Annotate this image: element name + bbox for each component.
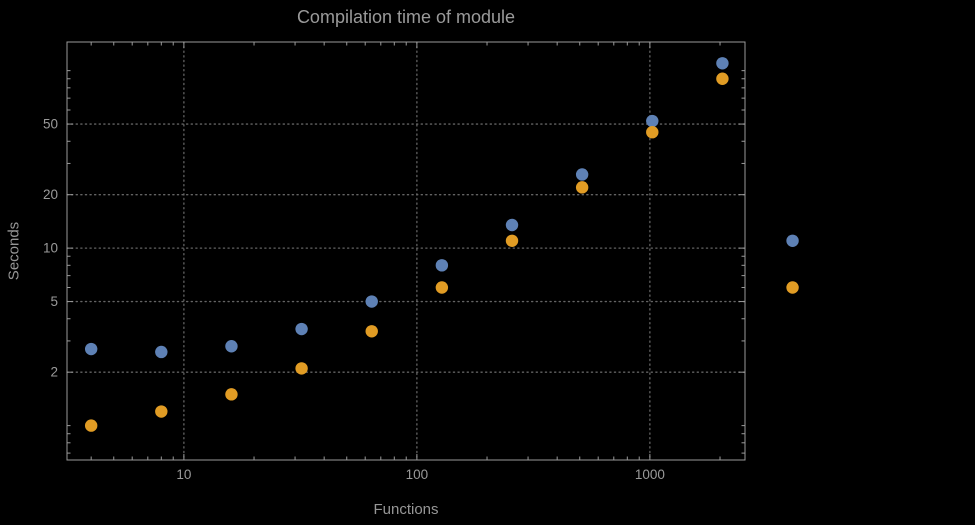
blue-series-point [155, 345, 168, 359]
y-tick-label: 2 [50, 365, 58, 380]
chart-title: Compilation time of module [296, 7, 516, 27]
blue-series-point [575, 168, 589, 181]
orange-series-point [435, 281, 449, 294]
x-tick-label: 100 [406, 467, 429, 482]
orange-series-point [505, 234, 519, 247]
orange-series-point [295, 362, 308, 375]
blue-series-point [365, 295, 378, 308]
blue-series-point [295, 322, 308, 336]
blue-series-point [716, 57, 729, 70]
orange-series-point [84, 419, 98, 432]
y-tick-label: 10 [43, 241, 58, 256]
blue-series-point [786, 234, 799, 247]
orange-series-point [225, 388, 238, 401]
y-tick-label: 20 [43, 187, 58, 202]
x-tick-label: 10 [176, 467, 191, 482]
blue-series-point [84, 342, 98, 356]
blue-series-point [646, 114, 659, 128]
blue-series-point [435, 259, 449, 272]
orange-series-point [365, 325, 378, 338]
orange-series-point [646, 125, 659, 139]
x-tick-label: 1000 [635, 467, 665, 482]
plot-frame [66, 41, 746, 461]
y-tick-label: 50 [43, 117, 58, 132]
blue-series-point [225, 340, 238, 353]
orange-series-point [155, 405, 168, 418]
orange-series-point [786, 281, 799, 294]
x-axis-label: Functions [373, 501, 439, 518]
orange-series-point [575, 181, 589, 194]
blue-series-point [505, 218, 519, 232]
y-tick-label: 5 [50, 294, 58, 309]
orange-series-point [716, 72, 729, 85]
